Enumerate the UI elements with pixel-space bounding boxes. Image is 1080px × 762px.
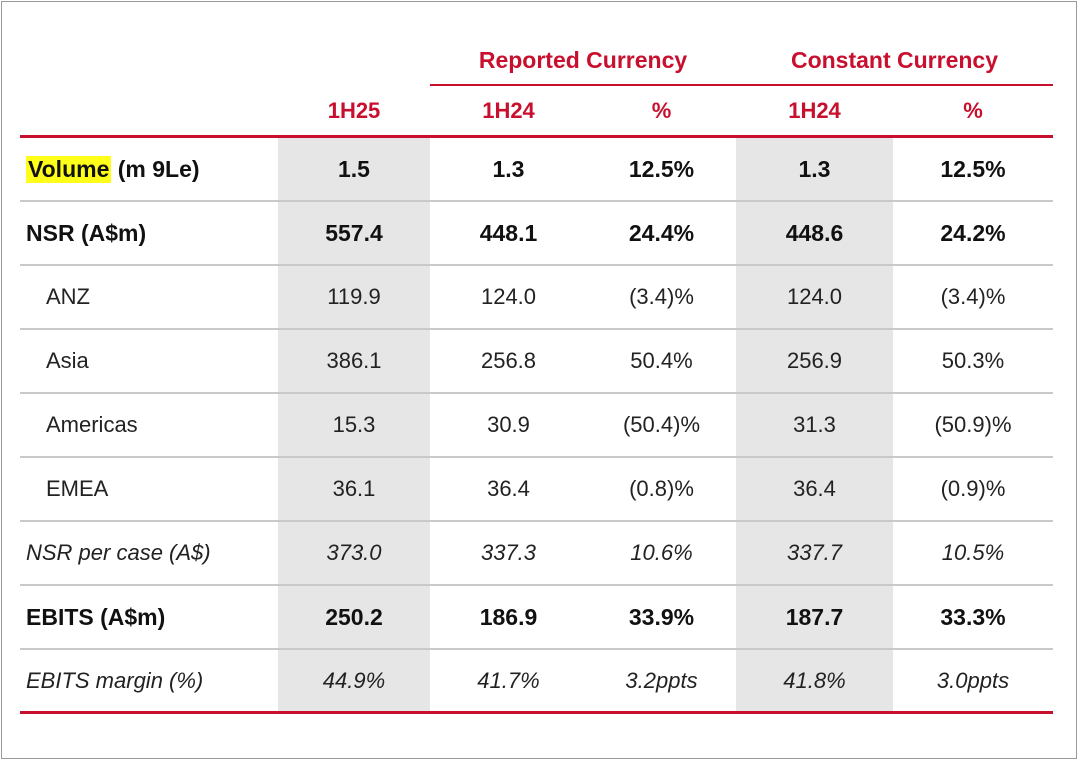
header-reported-1h24: 1H24	[482, 97, 535, 123]
table-row-asia: Asia 386.1 256.8 50.4% 256.9 50.3%	[20, 330, 1053, 394]
table-row-anz: ANZ 119.9 124.0 (3.4)% 124.0 (3.4)%	[20, 266, 1053, 330]
value-reported-pct: (50.4)%	[622, 412, 701, 437]
value-constant-1h24: 1.3	[736, 138, 893, 200]
value-constant-pct: 24.2%	[940, 219, 1006, 246]
row-label: EBITS margin (%)	[26, 667, 204, 693]
highlighted-label: Volume	[26, 155, 112, 183]
value-constant-pct: 50.3%	[941, 348, 1005, 373]
value-reported-1h24: 124.0	[480, 284, 537, 309]
row-label: NSR per case (A$)	[26, 540, 211, 565]
value-reported-pct: 3.2ppts	[625, 667, 698, 693]
constant-currency-heading: Constant Currency	[736, 36, 1053, 86]
value-constant-pct: 33.3%	[940, 603, 1006, 630]
table-row-volume: Volume (m 9Le) 1.5 1.3 12.5% 1.3 12.5%	[20, 138, 1053, 202]
value-reported-pct: 50.4%	[630, 348, 693, 373]
value-reported-1h24: 337.3	[480, 540, 537, 565]
value-constant-1h24: 187.7	[736, 586, 893, 648]
reported-currency-heading: Reported Currency	[430, 36, 736, 86]
value-1h25: 15.3	[278, 394, 430, 456]
row-label: Volume (m 9Le)	[20, 138, 278, 200]
value-reported-1h24: 41.7%	[477, 667, 540, 693]
value-reported-pct: 33.9%	[628, 603, 695, 630]
value-reported-1h24: 448.1	[479, 219, 538, 246]
value-reported-1h24: 1.3	[492, 155, 525, 182]
header-constant-pct: %	[963, 97, 983, 123]
table-row-emea: EMEA 36.1 36.4 (0.8)% 36.4 (0.9)%	[20, 458, 1053, 522]
table-row-nsr: NSR (A$m) 557.4 448.1 24.4% 448.6 24.2%	[20, 202, 1053, 266]
row-label: Americas	[46, 412, 138, 437]
row-label: NSR (A$m)	[26, 219, 147, 246]
value-1h25: 386.1	[278, 330, 430, 392]
row-label: EBITS (A$m)	[26, 603, 166, 630]
financial-table: Reported Currency Constant Currency 1H25…	[20, 36, 1053, 714]
value-1h25: 119.9	[278, 266, 430, 328]
header-label	[20, 86, 278, 135]
value-constant-1h24: 41.8%	[736, 650, 893, 711]
table-row-americas: Americas 15.3 30.9 (50.4)% 31.3 (50.9)%	[20, 394, 1053, 458]
value-reported-1h24: 186.9	[479, 603, 538, 630]
value-1h25: 1.5	[278, 138, 430, 200]
value-constant-pct: 12.5%	[940, 155, 1006, 182]
value-reported-1h24: 30.9	[487, 412, 530, 437]
value-constant-pct: 3.0ppts	[936, 667, 1010, 693]
value-1h25: 44.9%	[278, 650, 430, 711]
value-reported-pct: (3.4)%	[629, 284, 694, 309]
header-constant-1h24: 1H24	[788, 97, 841, 123]
header-1h25: 1H25	[327, 97, 381, 123]
row-label: EMEA	[46, 476, 109, 501]
value-reported-pct: 24.4%	[628, 219, 695, 246]
row-label: ANZ	[46, 284, 90, 309]
value-constant-pct: (50.9)%	[934, 412, 1012, 437]
value-constant-pct: 10.5%	[941, 540, 1005, 565]
value-1h25: 557.4	[278, 202, 430, 264]
value-reported-pct: (0.8)%	[629, 476, 694, 501]
value-constant-1h24: 448.6	[736, 202, 893, 264]
value-1h25: 250.2	[278, 586, 430, 648]
value-reported-1h24: 36.4	[487, 476, 530, 501]
table-row-nsr-per-case: NSR per case (A$) 373.0 337.3 10.6% 337.…	[20, 522, 1053, 586]
value-1h25: 36.1	[278, 458, 430, 520]
value-constant-1h24: 31.3	[736, 394, 893, 456]
value-constant-pct: (3.4)%	[940, 284, 1006, 309]
row-label: Asia	[46, 348, 89, 373]
label-unit: (m 9Le)	[111, 155, 200, 182]
value-constant-1h24: 337.7	[736, 522, 893, 584]
value-constant-1h24: 124.0	[736, 266, 893, 328]
value-1h25: 373.0	[278, 522, 430, 584]
column-header-row: 1H25 1H24 % 1H24 %	[20, 86, 1053, 138]
value-reported-1h24: 256.8	[480, 348, 537, 373]
value-constant-1h24: 36.4	[736, 458, 893, 520]
header-reported-pct: %	[651, 97, 672, 123]
currency-group-header: Reported Currency Constant Currency	[20, 36, 1053, 86]
table-row-ebits: EBITS (A$m) 250.2 186.9 33.9% 187.7 33.3…	[20, 586, 1053, 650]
value-constant-pct: (0.9)%	[940, 476, 1006, 501]
value-reported-pct: 10.6%	[630, 540, 693, 565]
value-constant-1h24: 256.9	[736, 330, 893, 392]
value-reported-pct: 12.5%	[628, 155, 695, 182]
table-row-ebits-margin: EBITS margin (%) 44.9% 41.7% 3.2ppts 41.…	[20, 650, 1053, 714]
